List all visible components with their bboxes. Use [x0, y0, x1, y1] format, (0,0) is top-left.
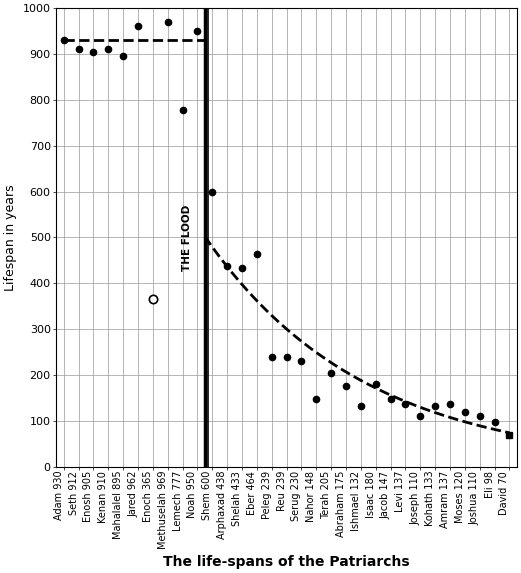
Y-axis label: Lifespan in years: Lifespan in years: [4, 184, 17, 291]
X-axis label: The life-spans of the Patriarchs: The life-spans of the Patriarchs: [163, 555, 410, 569]
Text: THE FLOOD: THE FLOOD: [182, 204, 192, 270]
